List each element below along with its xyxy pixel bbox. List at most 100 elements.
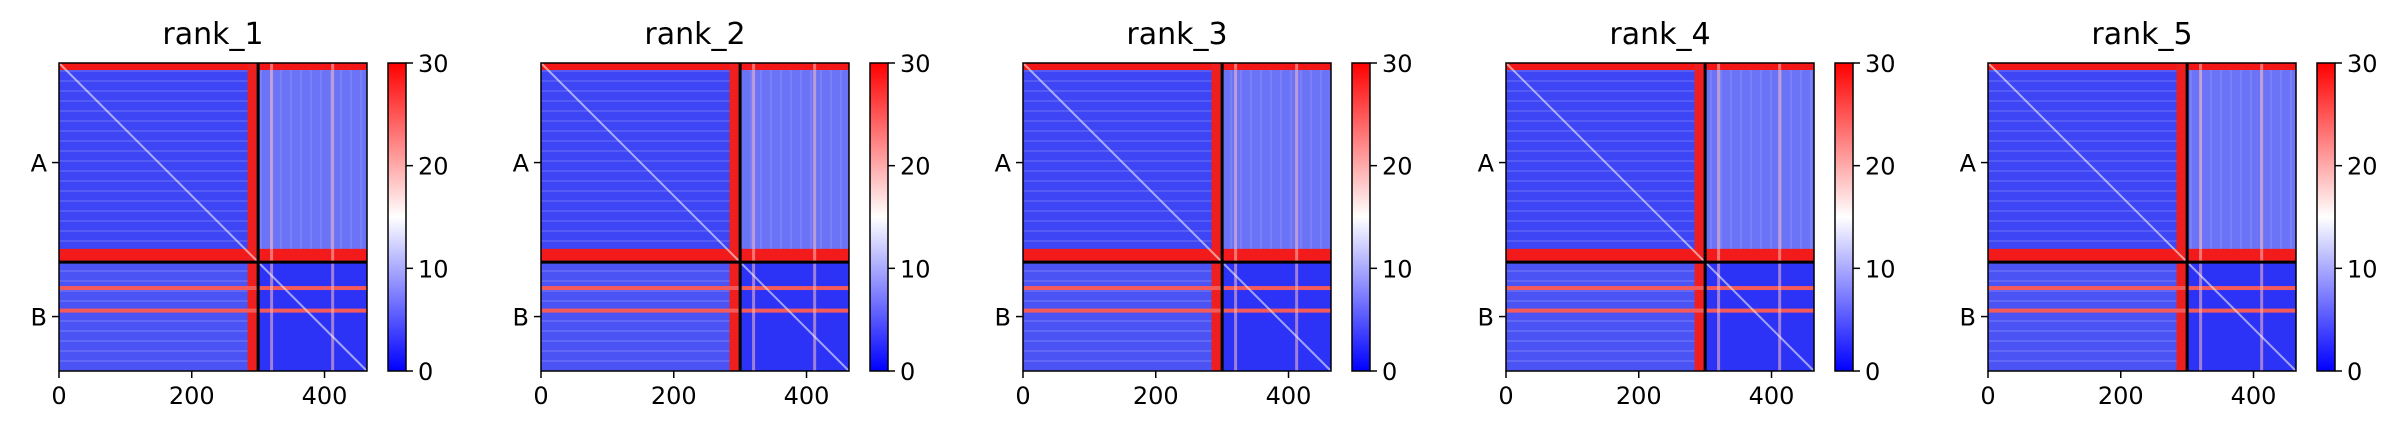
block-b-a-texture — [1023, 262, 1223, 371]
high-error-top — [1023, 63, 1331, 70]
panel-title: rank_1 — [162, 17, 263, 52]
plot-frame — [1987, 62, 2297, 372]
row-stripe-1 — [59, 286, 367, 291]
y-tick-label: A — [31, 150, 48, 178]
x-tick-label: 0 — [51, 382, 66, 410]
col-stripe-2 — [2260, 63, 2264, 371]
high-error-col-band — [1211, 63, 1221, 371]
colorbar — [1834, 62, 1854, 372]
high-error-row-band — [1506, 248, 1814, 261]
high-error-top — [1506, 63, 1814, 70]
high-error-row-band — [1988, 248, 2296, 261]
col-stripe-1 — [2199, 63, 2203, 371]
y-tick-label: B — [1960, 304, 1976, 332]
y-tick-label: A — [1478, 150, 1495, 178]
block-a-b-texture — [1222, 63, 1331, 263]
high-error-col-band — [729, 63, 739, 371]
plot-frame — [58, 62, 368, 372]
y-tick-label: A — [513, 150, 530, 178]
colorbar-tick-label: 30 — [1382, 50, 1413, 78]
diagonal-a — [58, 62, 259, 263]
colorbar-tick-label: 30 — [418, 50, 449, 78]
row-stripe-2 — [59, 308, 367, 313]
row-stripe-1 — [541, 286, 849, 291]
plot-frame — [1022, 62, 1332, 372]
heatmap — [540, 62, 850, 372]
colorbar — [2316, 62, 2336, 372]
x-tick-label: 400 — [1266, 382, 1312, 410]
block-a-b-texture — [1705, 63, 1814, 263]
colorbar-tick-label: 0 — [1865, 358, 1880, 386]
pae-panel-5: rank_5 A B 0 200 400 0 10 20 30 — [1960, 17, 2378, 410]
heatmap — [58, 62, 368, 372]
panel-title: rank_4 — [1609, 17, 1710, 52]
col-stripe-2 — [1295, 63, 1299, 371]
y-tick-label: B — [1478, 304, 1494, 332]
colorbar-tick-label: 10 — [1382, 255, 1413, 283]
x-tick-label: 200 — [169, 382, 215, 410]
x-tick-label: 0 — [1015, 382, 1030, 410]
x-tick-label: 0 — [1498, 382, 1513, 410]
block-b-a-texture — [1506, 262, 1706, 371]
diagonal-b — [2186, 261, 2297, 372]
row-stripe-1 — [1988, 286, 2296, 291]
heatmap — [1022, 62, 1332, 372]
y-tick-label: B — [513, 304, 529, 332]
pae-panel-2: rank_2 A B 0 200 400 0 10 20 30 — [513, 17, 931, 410]
high-error-row-band — [1023, 248, 1331, 261]
colorbar — [387, 62, 407, 372]
x-tick-label: 200 — [2098, 382, 2144, 410]
diagonal-a — [1022, 62, 1223, 263]
colorbar-tick-label: 30 — [900, 50, 931, 78]
diagonal-b — [739, 261, 850, 372]
pae-panel-1: rank_1 A B 0 200 400 0 10 20 30 — [31, 17, 449, 410]
diagonal-a — [1987, 62, 2188, 263]
row-stripe-1 — [1506, 286, 1814, 291]
plot-frame — [1505, 62, 1815, 372]
high-error-top — [59, 63, 367, 70]
block-a-b-texture — [258, 63, 367, 263]
high-error-row-band — [541, 248, 849, 261]
block-a-b-texture — [2187, 63, 2296, 263]
col-stripe-2 — [813, 63, 817, 371]
colorbar-tick-label: 0 — [1382, 358, 1397, 386]
colorbar-tick-label: 10 — [1865, 255, 1896, 283]
x-tick-label: 200 — [1616, 382, 1662, 410]
colorbar-tick-label: 20 — [1382, 153, 1413, 181]
diagonal-a — [540, 62, 741, 263]
x-tick-label: 0 — [533, 382, 548, 410]
col-stripe-1 — [1717, 63, 1721, 371]
high-error-col-band — [1694, 63, 1704, 371]
colorbar-tick-label: 20 — [2347, 153, 2378, 181]
x-tick-label: 400 — [784, 382, 830, 410]
y-tick-label: A — [1960, 150, 1977, 178]
colorbar-tick-label: 0 — [2347, 358, 2362, 386]
row-stripe-2 — [1023, 308, 1331, 313]
x-tick-label: 400 — [1749, 382, 1795, 410]
col-stripe-1 — [752, 63, 756, 371]
colorbar-tick-label: 20 — [418, 153, 449, 181]
diagonal-b — [1221, 261, 1332, 372]
colorbar-tick-label: 30 — [1865, 50, 1896, 78]
panel-title: rank_2 — [644, 17, 745, 52]
panel-title: rank_5 — [2091, 17, 2192, 52]
heatmap — [1505, 62, 1815, 372]
col-stripe-2 — [1778, 63, 1782, 371]
col-stripe-1 — [1234, 63, 1238, 371]
colorbar — [869, 62, 889, 372]
row-stripe-1 — [1023, 286, 1331, 291]
colorbar-tick-label: 0 — [900, 358, 915, 386]
x-tick-label: 200 — [651, 382, 697, 410]
colorbar — [1351, 62, 1371, 372]
high-error-row-band — [59, 248, 367, 261]
high-error-col-band — [2176, 63, 2186, 371]
col-stripe-1 — [270, 63, 274, 371]
block-b-a-texture — [1988, 262, 2188, 371]
high-error-col-band — [247, 63, 257, 371]
x-tick-label: 0 — [1980, 382, 1995, 410]
block-b-a-texture — [541, 262, 741, 371]
y-tick-label: A — [995, 150, 1012, 178]
plot-frame — [540, 62, 850, 372]
row-stripe-2 — [541, 308, 849, 313]
